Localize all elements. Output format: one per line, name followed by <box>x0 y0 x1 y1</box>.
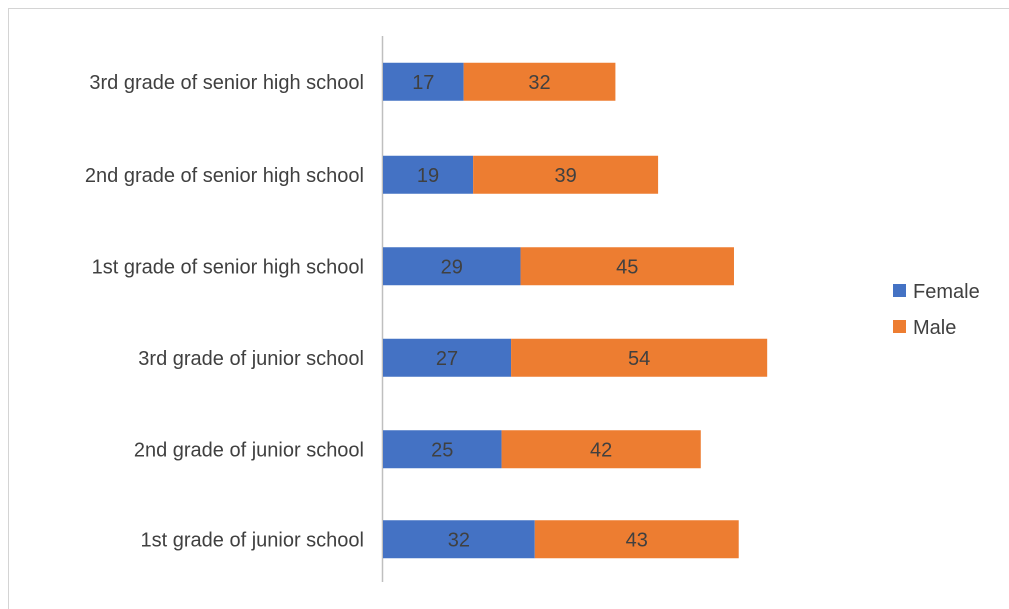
category-label-2nd-grade-of-junior-school: 2nd grade of junior school <box>134 439 364 461</box>
bar-male-3rd-grade-of-senior-high-school <box>463 62 616 101</box>
legend-swatch-male <box>893 320 906 333</box>
data-label-female-2nd-grade-of-junior-school: 25 <box>431 439 453 461</box>
legend-label-female: Female <box>913 281 980 303</box>
bar-female-1st-grade-of-junior-school <box>383 520 535 559</box>
legend-label-male: Male <box>913 317 956 339</box>
legend: Female Male <box>893 281 980 339</box>
bar-male-1st-grade-of-senior-high-school <box>520 247 734 286</box>
category-labels: 3rd grade of senior high school 2nd grade… <box>85 72 364 552</box>
data-label-male-3rd-grade-of-junior-school: 54 <box>628 348 650 370</box>
category-label-1st-grade-of-junior-school: 1st grade of junior school <box>141 529 364 551</box>
bar-female-2nd-grade-of-senior-high-school <box>383 155 474 194</box>
bar-female-1st-grade-of-senior-high-school <box>383 247 521 286</box>
data-label-female-1st-grade-of-senior-high-school: 29 <box>441 256 463 278</box>
category-label-3rd-grade-of-senior-high-school: 3rd grade of senior high school <box>89 72 364 94</box>
bar-male-3rd-grade-of-junior-school <box>511 338 768 377</box>
data-label-female-1st-grade-of-junior-school: 32 <box>448 529 470 551</box>
data-label-female-3rd-grade-of-senior-high-school: 17 <box>412 72 434 94</box>
data-label-male-2nd-grade-of-senior-high-school: 39 <box>554 165 576 187</box>
data-label-female-2nd-grade-of-senior-high-school: 19 <box>417 165 439 187</box>
data-label-female-3rd-grade-of-junior-school: 27 <box>436 348 458 370</box>
bar-female-3rd-grade-of-junior-school <box>383 338 512 377</box>
bar-female-2nd-grade-of-junior-school <box>383 430 502 469</box>
data-label-male-3rd-grade-of-senior-high-school: 32 <box>528 72 550 94</box>
chart-frame <box>8 8 1009 609</box>
bar-male-1st-grade-of-junior-school <box>534 520 739 559</box>
bar-male-2nd-grade-of-senior-high-school <box>473 155 659 194</box>
data-label-male-1st-grade-of-junior-school: 43 <box>626 529 648 551</box>
bar-male-2nd-grade-of-junior-school <box>501 430 701 469</box>
data-label-male-1st-grade-of-senior-high-school: 45 <box>616 256 638 278</box>
legend-swatch-female <box>893 284 906 297</box>
bar-series-group: 17 32 19 39 29 45 27 54 25 42 32 43 <box>383 62 768 559</box>
category-label-3rd-grade-of-junior-school: 3rd grade of junior school <box>138 348 364 370</box>
bar-female-3rd-grade-of-senior-high-school <box>383 62 464 101</box>
category-label-2nd-grade-of-senior-high-school: 2nd grade of senior high school <box>85 165 364 187</box>
category-label-1st-grade-of-senior-high-school: 1st grade of senior high school <box>92 256 364 278</box>
data-label-male-2nd-grade-of-junior-school: 42 <box>590 439 612 461</box>
